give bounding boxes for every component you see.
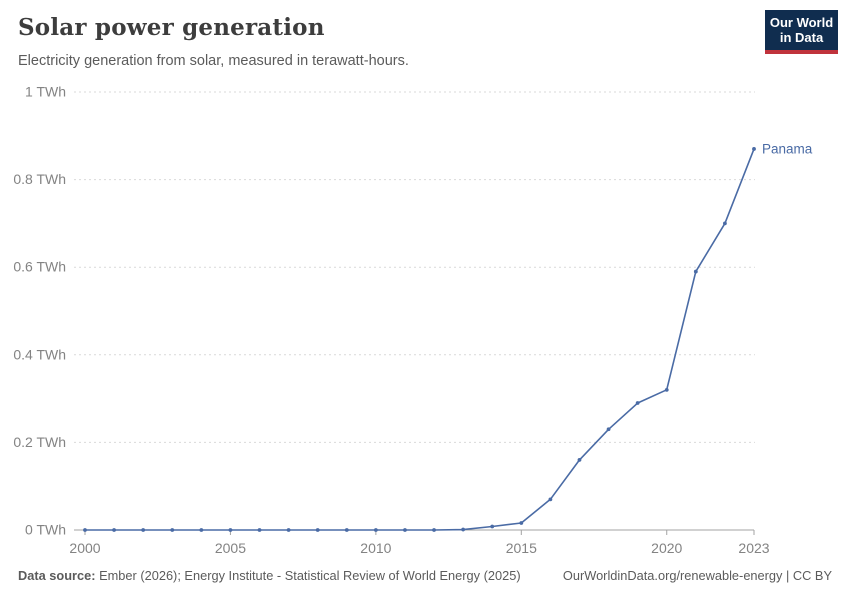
y-axis-tick-label: 0 TWh	[25, 522, 66, 538]
data-point[interactable]	[461, 527, 466, 532]
data-point[interactable]	[373, 528, 378, 532]
data-point[interactable]	[112, 528, 116, 532]
series-label-panama[interactable]: Panama	[762, 141, 813, 156]
data-source-label: Data source:	[18, 568, 96, 583]
chart-subtitle: Electricity generation from solar, measu…	[18, 53, 409, 69]
owid-logo-line1: Our World	[769, 15, 834, 30]
y-axis-tick-label: 0.4 TWh	[13, 346, 66, 362]
data-source-note: Data source: Ember (2026); Energy Instit…	[18, 568, 521, 583]
y-axis-tick-label: 0.2 TWh	[13, 434, 66, 450]
chart-footer: Data source: Ember (2026); Energy Instit…	[18, 568, 832, 583]
data-point[interactable]	[286, 528, 291, 532]
data-point[interactable]	[635, 401, 640, 405]
x-axis-tick-label: 2000	[69, 540, 100, 556]
data-point[interactable]	[664, 387, 669, 392]
data-point[interactable]	[83, 528, 87, 532]
owid-logo-line2: in Data	[779, 30, 824, 46]
data-point[interactable]	[723, 221, 727, 226]
x-axis-tick-label: 2023	[738, 540, 769, 556]
y-axis-tick-label: 0.8 TWh	[13, 171, 66, 187]
data-point[interactable]	[752, 147, 756, 151]
data-line-panama[interactable]	[85, 148, 755, 531]
y-axis-tick-label: 1 TWh	[25, 84, 66, 100]
origin-url-link[interactable]: OurWorldinData.org/renewable-energy | CC…	[562, 568, 832, 583]
data-point[interactable]	[693, 269, 698, 274]
data-point[interactable]	[403, 528, 407, 532]
data-point[interactable]	[432, 528, 436, 532]
data-point[interactable]	[257, 528, 262, 532]
chart-title: Solar power generation	[18, 14, 325, 41]
data-point[interactable]	[228, 528, 233, 532]
data-point[interactable]	[315, 528, 320, 532]
data-source-text: Ember (2026); Energy Institute - Statist…	[95, 568, 521, 583]
data-point[interactable]	[548, 497, 553, 502]
x-axis-tick-label: 2020	[651, 540, 682, 556]
data-point[interactable]	[199, 528, 204, 532]
data-point[interactable]	[606, 427, 611, 432]
data-point[interactable]	[490, 524, 495, 529]
owid-logo: Our World in Data	[765, 10, 838, 54]
data-point[interactable]	[170, 528, 175, 532]
data-point[interactable]	[141, 528, 146, 532]
x-axis-tick-label: 2015	[506, 540, 537, 556]
data-point[interactable]	[519, 521, 524, 525]
data-point[interactable]	[577, 458, 582, 462]
x-axis-tick-label: 2005	[215, 540, 246, 556]
x-axis-tick-label: 2010	[360, 540, 391, 556]
y-axis-tick-label: 0.6 TWh	[13, 259, 66, 275]
data-point[interactable]	[344, 528, 349, 532]
